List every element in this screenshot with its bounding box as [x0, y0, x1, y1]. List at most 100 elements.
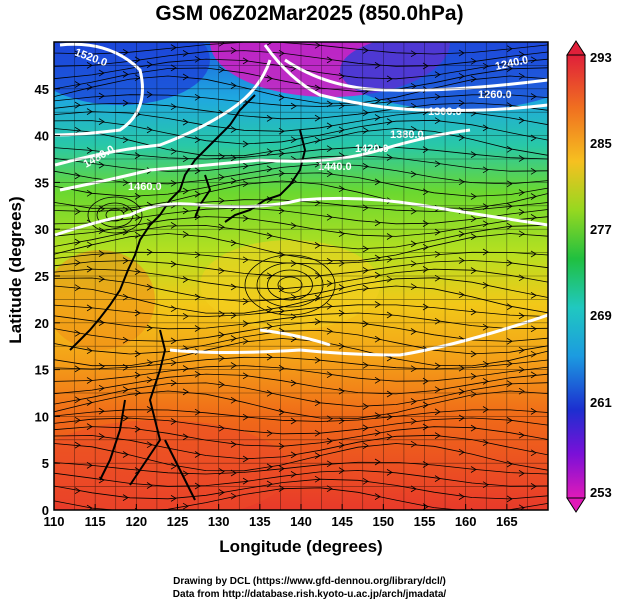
wind-arrow: [266, 165, 273, 173]
wind-arrow: [470, 424, 477, 432]
streamline: [54, 75, 548, 104]
wind-arrow: [242, 372, 249, 380]
wind-arrow: [122, 228, 129, 236]
streamline: [54, 251, 548, 265]
wind-arrow: [218, 381, 225, 388]
wind-arrow: [410, 417, 417, 425]
wind-arrow: [458, 72, 465, 80]
wind-arrow: [218, 267, 225, 275]
wind-arrow: [386, 469, 393, 476]
wind-arrow: [458, 414, 465, 422]
wind-arrow: [230, 177, 237, 185]
streamline: [54, 356, 548, 370]
wind-arrow: [518, 51, 525, 58]
wind-arrow: [266, 115, 273, 122]
wind-arrow: [86, 423, 93, 430]
wind-arrow: [338, 185, 345, 193]
wind-arrow: [458, 493, 465, 500]
streamline: [54, 119, 548, 145]
wind-arrow: [242, 57, 249, 65]
wind-arrow: [218, 66, 225, 74]
wind-arrow: [482, 166, 489, 174]
wind-arrow: [134, 268, 141, 276]
wind-arrow: [506, 380, 513, 388]
colorbar-label: 293: [590, 50, 612, 65]
wind-arrow: [338, 284, 345, 291]
wind-arrow: [242, 455, 249, 463]
wind-arrow: [194, 451, 201, 458]
x-tick-label: 120: [125, 514, 147, 529]
wind-arrow: [146, 91, 153, 98]
wind-arrow: [170, 44, 177, 51]
wind-arrow: [410, 82, 417, 90]
wind-arrow: [362, 47, 369, 54]
wind-arrow: [458, 99, 465, 107]
wind-arrow: [482, 91, 489, 98]
wind-arrow: [74, 284, 81, 292]
y-tick-label: 35: [35, 175, 49, 190]
colorbar-scale: [566, 54, 586, 499]
wind-arrow: [458, 49, 465, 57]
wind-arrow: [194, 482, 201, 490]
wind-arrow: [194, 370, 201, 378]
wind-arrow: [182, 73, 189, 81]
wind-arrow: [194, 55, 201, 63]
wind-arrow: [230, 283, 237, 291]
wind-arrow: [470, 267, 477, 274]
wind-arrow: [170, 379, 177, 387]
wind-arrow: [194, 167, 201, 175]
wind-arrow: [314, 242, 321, 249]
credit-data: Data from http://database.rish.kyoto-u.a…: [172, 589, 447, 600]
wind-arrow: [266, 463, 273, 471]
wind-arrow: [374, 114, 381, 121]
wind-arrow: [182, 276, 189, 283]
wind-arrow: [242, 215, 249, 222]
y-tick-label: 40: [35, 129, 49, 144]
wind-arrow: [362, 403, 369, 410]
wind-arrow: [86, 265, 93, 273]
wind-arrow: [374, 458, 381, 466]
wind-arrow: [266, 148, 273, 156]
x-tick-label: 135: [249, 514, 271, 529]
wind-arrow: [530, 449, 537, 457]
colorbar-label: 277: [590, 222, 612, 237]
y-tick-label: 25: [35, 269, 49, 284]
wind-arrow: [506, 460, 513, 468]
wind-arrow: [506, 417, 513, 424]
wind-arrow: [122, 336, 129, 344]
wind-arrow: [434, 432, 441, 439]
x-axis-ticks: 110 115 120 125 130 135 140 145 150 155 160 165: [44, 504, 518, 529]
wind-arrow: [470, 215, 477, 223]
wind-arrow: [434, 317, 441, 325]
wind-arrow: [530, 167, 537, 175]
wind-arrow: [98, 407, 105, 415]
wind-arrow: [518, 230, 525, 238]
wind-arrow: [170, 64, 177, 72]
wind-arrow: [386, 233, 393, 240]
wind-arrow: [470, 373, 477, 380]
wind-arrow: [182, 207, 189, 215]
wind-arrow: [410, 328, 417, 335]
wind-arrow: [194, 93, 201, 101]
wind-arrow: [134, 193, 141, 200]
wind-arrow: [74, 126, 81, 134]
streamline: [54, 329, 548, 355]
wind-arrow: [314, 356, 321, 364]
y-tick-label: 10: [35, 409, 49, 424]
wind-arrow: [182, 187, 189, 195]
streamline: [54, 172, 548, 197]
wind-arrow: [218, 42, 225, 47]
wind-arrow: [230, 82, 237, 89]
wind-arrow: [506, 360, 513, 368]
wind-arrow: [458, 178, 465, 186]
wind-arrow: [326, 327, 333, 335]
wind-arrow: [386, 275, 393, 283]
wind-arrow: [410, 365, 417, 373]
wind-arrow: [470, 466, 477, 473]
wind-arrow: [98, 69, 105, 77]
vortex-streamline: [277, 276, 303, 294]
wind-arrow: [530, 193, 537, 200]
wind-arrow: [134, 214, 141, 221]
wind-arrow: [170, 359, 177, 367]
wind-arrow: [434, 71, 441, 78]
